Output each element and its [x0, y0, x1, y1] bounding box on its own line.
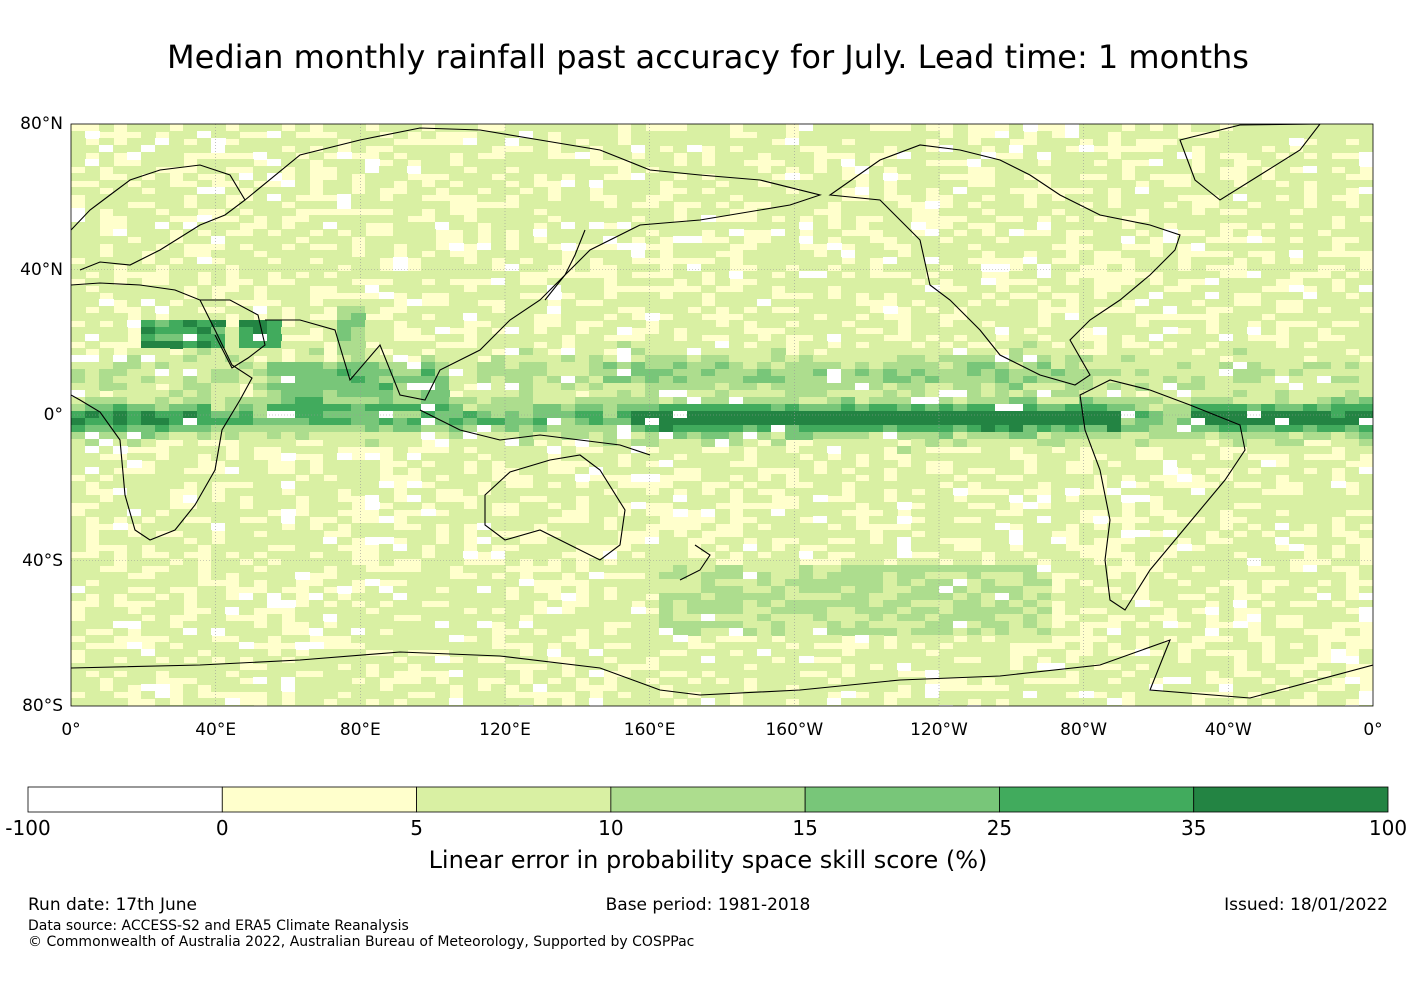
colorbar-title: Linear error in probability space skill …: [428, 846, 988, 874]
longitude-tick-label: 40°W: [1204, 720, 1252, 740]
copyright: © Commonwealth of Australia 2022, Austra…: [28, 934, 695, 950]
coastline-south-america: [1079, 379, 1246, 611]
longitude-tick-label: 0°: [1363, 720, 1383, 740]
colorbar-segment: [610, 786, 806, 813]
base-period: Base period: 1981-2018: [605, 895, 811, 915]
gridlines: [71, 124, 1373, 706]
coastline-indonesia: [419, 409, 651, 456]
coastline-asia: [244, 127, 822, 401]
coastline-antarctica: [71, 639, 1373, 699]
map-frame: [70, 123, 1374, 707]
longitude-tick-label: 0°: [61, 720, 81, 740]
map-title: Median monthly rainfall past accuracy fo…: [167, 38, 1249, 76]
colorbar-tick-label: 15: [792, 816, 818, 840]
longitude-tick-label: 160°W: [765, 720, 824, 740]
longitude-tick-label: 80°W: [1060, 720, 1108, 740]
colorbar-tick-label: 10: [598, 816, 624, 840]
coastline-australia: [484, 454, 626, 561]
colorbar: [27, 786, 1389, 813]
coastline-europe: [71, 164, 246, 271]
colorbar-tick-label: 5: [410, 816, 423, 840]
longitude-tick-label: 120°E: [479, 720, 531, 740]
colorbar-segment: [804, 786, 1000, 813]
colorbar-tick-label: 35: [1180, 816, 1207, 840]
colorbar-tick-label: 100: [1368, 816, 1408, 840]
skill-field: [71, 124, 1373, 706]
latitude-tick-label: 0°: [43, 405, 63, 425]
colorbar-segment: [999, 786, 1195, 813]
longitude-tick-label: 160°E: [623, 720, 676, 740]
longitude-tick-label: 40°E: [195, 720, 237, 740]
issued-date: Issued: 18/01/2022: [1224, 895, 1388, 915]
colorbar-tick-label: 0: [215, 816, 229, 840]
colorbar-tick-label: -100: [5, 816, 51, 840]
latitude-tick-label: 80°S: [22, 696, 63, 716]
coastline-north-america: [828, 144, 1181, 386]
coastline-arabia: [200, 299, 266, 369]
run-date: Run date: 17th June: [28, 895, 197, 915]
colorbar-segment: [27, 786, 223, 813]
latitude-tick-label: 80°N: [20, 114, 63, 134]
data-source: Data source: ACCESS-S2 and ERA5 Climate …: [28, 918, 409, 934]
colorbar-segment: [1193, 786, 1389, 813]
latitude-tick-label: 40°S: [22, 550, 63, 571]
coastlines: [71, 124, 1373, 699]
colorbar-segment: [221, 786, 417, 813]
coastline-greenland: [1179, 124, 1321, 201]
colorbar-segment: [416, 786, 612, 813]
coastline-new-zealand: [679, 544, 711, 581]
longitude-tick-label: 120°W: [910, 720, 968, 740]
coastline-africa: [71, 282, 253, 541]
longitude-tick-label: 80°E: [339, 720, 381, 740]
coastline-japan: [544, 229, 586, 301]
colorbar-tick-label: 25: [986, 816, 1013, 840]
latitude-tick-label: 40°N: [20, 259, 63, 280]
